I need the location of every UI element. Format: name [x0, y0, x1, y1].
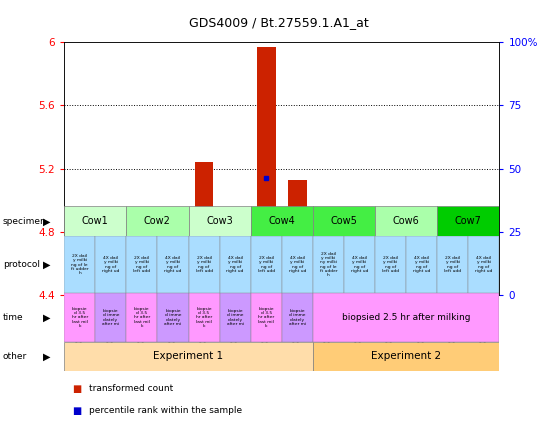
Text: 2X dail
y milki
ng of
left udd: 2X dail y milki ng of left udd — [195, 256, 213, 273]
Bar — [437, 206, 499, 236]
Text: 2X dail
y milki
ng of
left udd: 2X dail y milki ng of left udd — [258, 256, 275, 273]
Bar — [437, 236, 468, 293]
Text: 4X dail
y milki
ng of
right ud: 4X dail y milki ng of right ud — [351, 256, 368, 273]
Bar — [381, 289, 400, 295]
Bar — [189, 206, 251, 236]
Text: biopsied 2.5 hr after milking: biopsied 2.5 hr after milking — [342, 313, 470, 322]
Text: 4X dail
y milki
ng of
right ud: 4X dail y milki ng of right ud — [413, 256, 430, 273]
Text: ▶: ▶ — [43, 216, 50, 226]
Text: Cow6: Cow6 — [393, 216, 420, 226]
Text: Experiment 1: Experiment 1 — [153, 351, 224, 361]
Bar — [375, 206, 437, 236]
Bar — [220, 293, 251, 342]
Bar — [126, 293, 157, 342]
Text: ▶: ▶ — [43, 313, 50, 322]
Text: protocol: protocol — [3, 260, 40, 269]
Bar — [319, 227, 338, 295]
Text: 4X dail
y milki
ng of
right ud: 4X dail y milki ng of right ud — [102, 256, 119, 273]
Bar — [251, 293, 282, 342]
Text: ▶: ▶ — [43, 351, 50, 361]
Bar — [313, 206, 375, 236]
Text: Cow4: Cow4 — [268, 216, 295, 226]
Bar — [163, 286, 182, 295]
Text: 2X dail
y milki
ng of le
ft udder
h: 2X dail y milki ng of le ft udder h — [71, 254, 89, 275]
Text: 4X dail
y milki
ng of
right ud: 4X dail y milki ng of right ud — [164, 256, 182, 273]
Bar — [70, 221, 89, 295]
Text: transformed count: transformed count — [89, 384, 174, 393]
Bar — [95, 236, 126, 293]
Text: biopsie
d imme
diately
after mi: biopsie d imme diately after mi — [289, 309, 306, 326]
Text: GDS4009 / Bt.27559.1.A1_at: GDS4009 / Bt.27559.1.A1_at — [189, 16, 369, 28]
Text: Cow1: Cow1 — [82, 216, 109, 226]
Bar — [195, 163, 213, 295]
Text: Cow3: Cow3 — [206, 216, 233, 226]
Bar — [282, 236, 313, 293]
Text: Experiment 2: Experiment 2 — [371, 351, 441, 361]
Bar — [406, 236, 437, 293]
Text: biopsie
d 3.5
hr after
last mil
k: biopsie d 3.5 hr after last mil k — [258, 307, 275, 328]
Bar — [126, 236, 157, 293]
Bar — [251, 206, 313, 236]
Text: biopsie
d 3.5
hr after
last mil
k: biopsie d 3.5 hr after last mil k — [134, 307, 150, 328]
Text: ▶: ▶ — [43, 260, 50, 270]
Bar — [313, 293, 499, 342]
Text: 4X dail
y milki
ng of
right ud: 4X dail y milki ng of right ud — [475, 256, 493, 273]
Bar — [220, 236, 251, 293]
Bar — [157, 293, 189, 342]
Bar — [468, 236, 499, 293]
Bar — [95, 293, 126, 342]
Text: Cow7: Cow7 — [455, 216, 482, 226]
Text: percentile rank within the sample: percentile rank within the sample — [89, 406, 242, 415]
Text: biopsie
d imme
diately
after mi: biopsie d imme diately after mi — [165, 309, 181, 326]
Bar — [102, 251, 120, 295]
Bar — [313, 236, 344, 293]
Text: biopsie
d imme
diately
after mi: biopsie d imme diately after mi — [102, 309, 119, 326]
Bar — [189, 236, 220, 293]
Text: Cow2: Cow2 — [144, 216, 171, 226]
Bar — [375, 236, 406, 293]
Bar — [344, 236, 375, 293]
Text: 2X dail
y milki
ng of
left udd: 2X dail y milki ng of left udd — [382, 256, 399, 273]
Bar — [251, 236, 282, 293]
Bar — [133, 286, 151, 295]
Bar — [157, 236, 189, 293]
Text: ■: ■ — [73, 406, 82, 416]
Bar — [444, 261, 462, 295]
Bar — [64, 206, 126, 236]
Bar — [350, 293, 369, 295]
Text: ■: ■ — [73, 384, 82, 394]
Text: biopsie
d 3.5
hr after
last mil
k: biopsie d 3.5 hr after last mil k — [71, 307, 88, 328]
Text: 4X dail
y milki
ng of
right ud: 4X dail y milki ng of right ud — [227, 256, 244, 273]
Text: Cow5: Cow5 — [330, 216, 358, 226]
Bar — [189, 293, 220, 342]
Text: 4X dail
y milki
ng of
right ud: 4X dail y milki ng of right ud — [288, 256, 306, 273]
Text: 2X dail
y milki
ny milki
ng of le
ft udder
h: 2X dail y milki ny milki ng of le ft udd… — [320, 252, 337, 278]
Bar — [64, 236, 95, 293]
Text: biopsie
d imme
diately
after mi: biopsie d imme diately after mi — [227, 309, 244, 326]
Bar — [126, 206, 189, 236]
Bar — [313, 342, 499, 371]
Text: specimen: specimen — [3, 217, 46, 226]
Bar — [64, 293, 95, 342]
Bar — [412, 289, 431, 295]
Bar — [288, 180, 307, 295]
Bar — [257, 47, 276, 295]
Bar — [282, 293, 313, 342]
Text: other: other — [3, 352, 27, 361]
Text: 2X dail
y milki
ng of
left udd: 2X dail y milki ng of left udd — [133, 256, 151, 273]
Text: 2X dail
y milki
ng of
left udd: 2X dail y milki ng of left udd — [444, 256, 461, 273]
Bar — [64, 342, 313, 371]
Text: time: time — [3, 313, 23, 322]
Bar — [474, 240, 493, 295]
Bar — [226, 221, 244, 295]
Text: biopsie
d 3.5
hr after
last mil
k: biopsie d 3.5 hr after last mil k — [196, 307, 212, 328]
